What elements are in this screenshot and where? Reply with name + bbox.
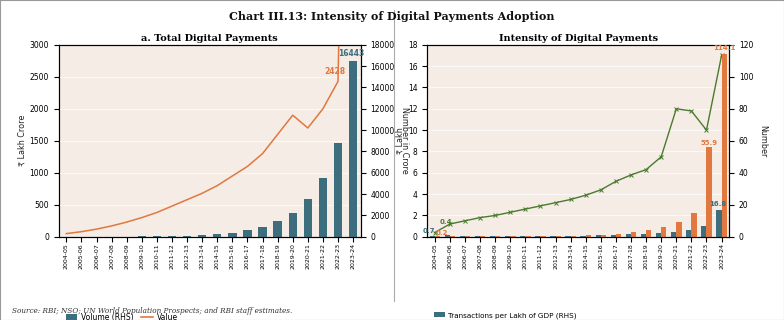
Text: 55.9: 55.9 (701, 140, 717, 146)
Text: Source: RBI; NSO; UN World Population Prospects; and RBI staff estimates.: Source: RBI; NSO; UN World Population Pr… (12, 307, 292, 315)
Bar (450, 236, 456, 237)
Bar (656, 233, 661, 237)
Bar (556, 236, 561, 237)
Bar (691, 213, 697, 237)
Text: 16.8: 16.8 (709, 201, 726, 207)
Legend: Volume (RHS), Value: Volume (RHS), Value (63, 310, 180, 320)
Title: a. Total Digital Payments: a. Total Digital Payments (141, 34, 278, 43)
Text: 0.7: 0.7 (423, 228, 435, 234)
Bar (601, 235, 606, 237)
Bar (198, 235, 206, 237)
Bar (243, 230, 252, 237)
Bar (153, 236, 161, 237)
Bar (435, 236, 440, 237)
Bar (490, 236, 495, 237)
Bar (686, 230, 691, 237)
Title: Intensity of Digital Payments: Intensity of Digital Payments (499, 34, 658, 43)
Bar (213, 234, 221, 237)
Bar (430, 236, 435, 237)
Bar (168, 236, 176, 237)
Bar (349, 61, 358, 237)
Bar (641, 234, 646, 237)
Bar (505, 236, 510, 237)
Bar (289, 213, 297, 237)
Bar (571, 236, 576, 237)
Text: 114.1: 114.1 (713, 45, 735, 51)
Text: 0.2: 0.2 (436, 230, 448, 236)
Y-axis label: Number: Number (758, 124, 768, 157)
Bar (334, 143, 342, 237)
Bar (701, 227, 706, 237)
Bar (319, 178, 327, 237)
Bar (717, 210, 721, 237)
Bar (611, 235, 616, 237)
Bar (274, 221, 281, 237)
Bar (550, 236, 556, 237)
Bar (626, 234, 631, 237)
Y-axis label: ₹ Lakh Crore: ₹ Lakh Crore (18, 115, 27, 166)
Bar (445, 236, 450, 237)
Bar (706, 147, 712, 237)
Bar (721, 54, 727, 237)
Bar (475, 236, 480, 237)
Bar (183, 236, 191, 237)
Bar (677, 221, 681, 237)
Bar (631, 232, 637, 237)
Bar (228, 233, 237, 237)
Bar (459, 236, 465, 237)
Bar (596, 235, 601, 237)
Text: 0.4: 0.4 (439, 219, 452, 225)
Bar (580, 236, 586, 237)
Bar (520, 236, 525, 237)
Bar (303, 199, 312, 237)
Bar (616, 234, 621, 237)
Text: 16443: 16443 (339, 49, 365, 58)
Bar (259, 227, 267, 237)
Text: Chart III.13: Intensity of Digital Payments Adoption: Chart III.13: Intensity of Digital Payme… (229, 11, 555, 22)
Bar (535, 236, 540, 237)
Bar (495, 236, 500, 237)
Bar (510, 236, 516, 237)
Bar (661, 227, 666, 237)
Y-axis label: ₹ Lakh: ₹ Lakh (396, 127, 405, 154)
Bar (138, 236, 146, 237)
Text: 2428: 2428 (325, 67, 346, 76)
Legend: Transactions per Lakh of GDP (RHS), Transactions per Capita (RHS), Per Capita Va: Transactions per Lakh of GDP (RHS), Tran… (431, 309, 593, 320)
Bar (565, 236, 571, 237)
Y-axis label: Number in Crore: Number in Crore (400, 108, 408, 174)
Bar (646, 230, 652, 237)
Bar (671, 232, 677, 237)
Bar (525, 236, 531, 237)
Bar (540, 236, 546, 237)
Bar (586, 236, 591, 237)
Bar (480, 236, 485, 237)
Bar (465, 236, 470, 237)
